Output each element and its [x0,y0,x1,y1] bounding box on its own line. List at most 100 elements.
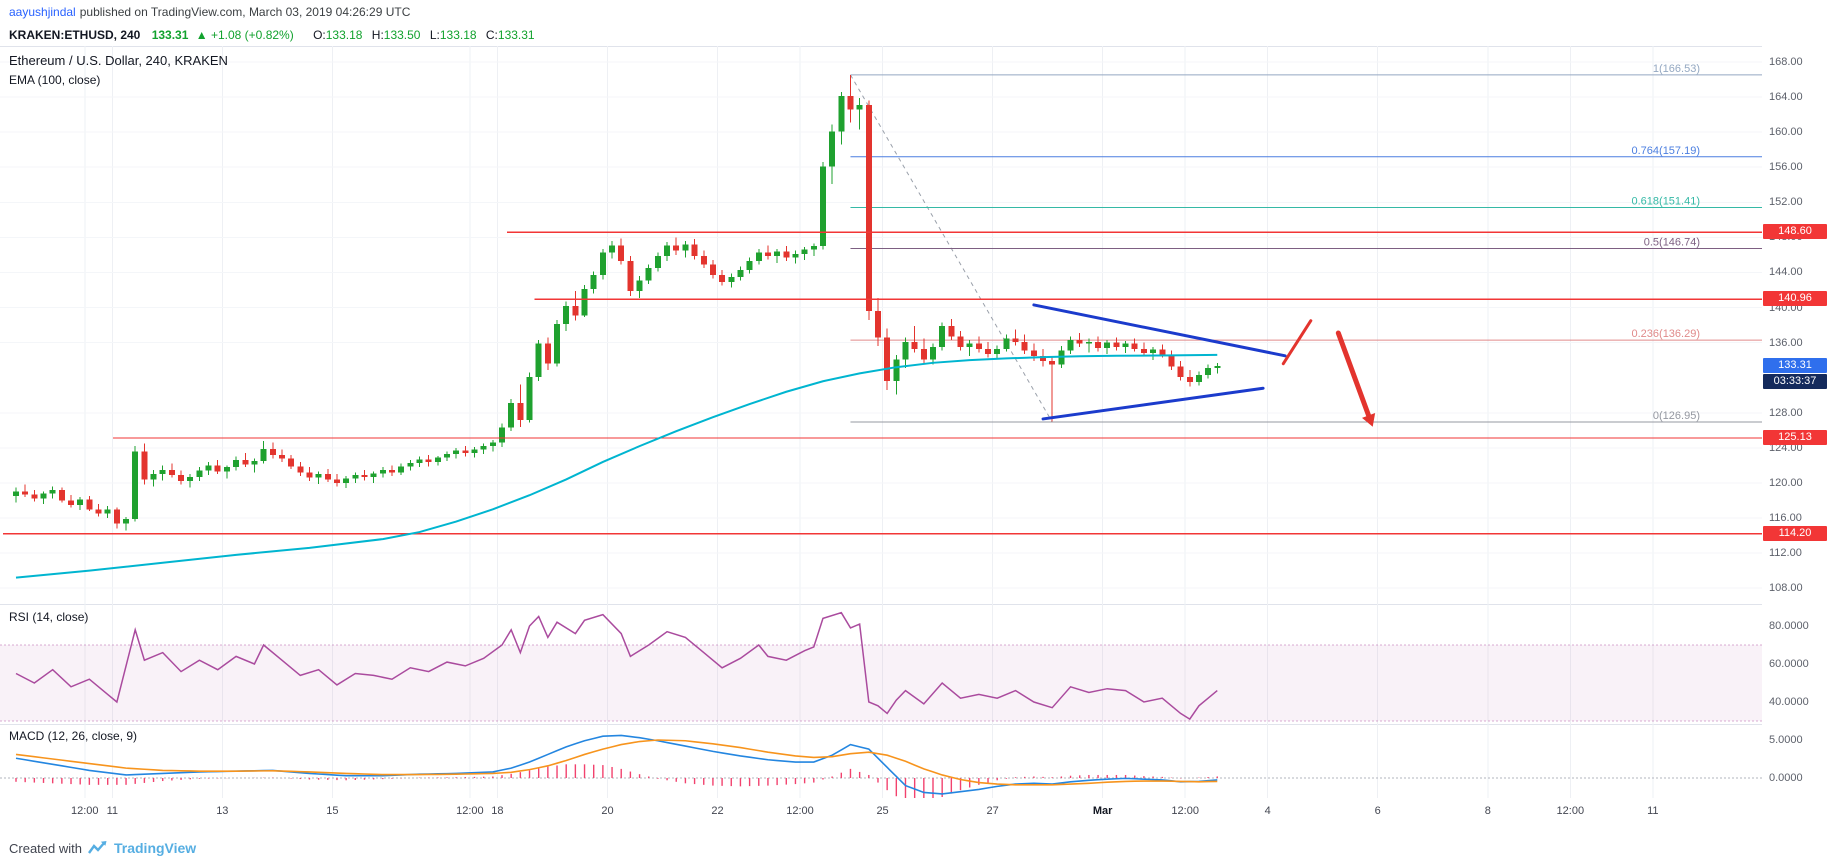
tradingview-link[interactable]: TradingView [113,840,197,856]
price-chart-canvas[interactable]: 1(166.53) 0.764(157.19) 0.618(151.41) 0.5(1… [0,46,1762,604]
candle-body [306,472,313,478]
candle-body [654,255,661,269]
candle-body [755,252,762,262]
macd-chart-canvas[interactable] [0,724,1762,798]
candle-body [1195,375,1202,383]
attribution-bar: aayushjindal published on TradingView.com… [0,0,1828,24]
candle-body [499,427,506,443]
candle-body [1003,338,1010,349]
time-axis-label: 12:00 [1171,805,1199,817]
time-axis-label: 25 [876,805,889,817]
up-arrow-icon: ▲ [195,28,208,42]
candle-body [233,460,240,468]
candle-body [297,466,304,473]
candle-body [68,500,75,505]
candle-body [957,336,964,348]
time-axis-label: 12:00 [71,805,99,817]
candle-body [563,305,570,325]
time-axis-label: 11 [1647,805,1659,817]
time-axis[interactable]: 12:00 11 13 15 12:00 18 20 22 12:00 25 27 Mar 12:00 4… [0,798,1762,828]
price-tick: 116.00 [1769,512,1802,525]
last-price-text: 133.31 [151,28,189,42]
price-tick: 160.00 [1769,126,1803,139]
price-tick: 136.00 [1769,336,1803,349]
macd-signal-line [15,739,1218,786]
candle-body [1012,338,1019,342]
candle-body [343,478,350,483]
candle-body [269,448,276,455]
candle-body [682,244,689,251]
rsi-chart-canvas[interactable] [0,604,1762,724]
time-axis-label: Mar [1092,805,1113,817]
candle-body [150,474,157,480]
fib-level-label: 0(126.95) [1653,410,1700,422]
candle-body [691,244,698,256]
candle-body [1131,343,1138,349]
candle-body [425,459,432,462]
tradingview-logo-icon[interactable] [88,840,108,856]
price-change-text: +1.08 (+0.82%) [210,28,294,42]
candle-body [838,96,845,132]
candle-body [535,343,542,377]
candle-body [480,446,487,450]
arrow-line [1281,319,1313,366]
macd-tick: 0.0000 [1769,772,1803,784]
candle-body [939,325,946,348]
candle-body [434,457,441,462]
candle-body [205,465,212,471]
footer: Created with TradingView [0,828,1828,868]
publish-info: published on TradingView.com, March 03, … [79,5,411,19]
candle-body [1095,341,1102,348]
candle-body [1150,349,1157,354]
candle-body [416,459,423,463]
price-tick: 108.00 [1769,582,1803,595]
ohlc-close-label: C: [485,28,498,42]
candle-body [581,289,588,316]
price-tick: 168.00 [1769,56,1803,68]
candle-body [774,251,781,256]
separator [0,46,1828,47]
candle-body [453,450,460,455]
author-link[interactable]: aayushjindal [9,5,76,19]
candle-body [123,518,130,524]
candle-body [746,261,753,270]
time-axis-label: 20 [601,805,614,817]
candle-body [1049,361,1056,365]
candle-body [1030,350,1037,356]
fib-level-label: 1(166.53) [1653,63,1700,75]
candle-body [627,261,634,291]
candle-body [1085,341,1092,344]
time-axis-label: 11 [106,805,118,817]
last-price-label: 133.31 [1763,358,1827,374]
candle-body [801,249,808,255]
candle-body [22,491,29,495]
candle-body [159,469,166,475]
ohlc-low-label: L: [429,28,440,42]
candle-body [920,348,927,360]
candle-body [884,337,891,382]
candle-body [737,269,744,277]
time-axis-label: 18 [491,805,504,817]
candle-body [132,451,139,519]
created-with-text: Created with [9,840,82,856]
candle-body [636,280,643,291]
price-level-label: 114.20 [1763,525,1827,541]
macd-tick: 5.0000 [1769,734,1803,746]
time-axis-label: 6 [1374,805,1381,817]
candle-body [664,245,671,256]
candle-body [1122,343,1129,348]
symbol-info-bar: KRAKEN:ETHUSD, 240 133.31 ▲ +1.08 (+0.82… [0,24,1828,46]
fib-level-label: 0.5(146.74) [1644,236,1700,248]
price-tick: 144.00 [1769,266,1803,279]
price-tick: 164.00 [1769,91,1803,104]
symbol-name: KRAKEN:ETHUSD, 240 [9,28,141,42]
candle-body [1168,354,1175,367]
candle-body [544,343,551,364]
candle-body [874,311,881,338]
price-axis[interactable]: 168.00164.00160.00156.00152.00148.00144.… [1762,46,1828,828]
time-axis-label: 12:00 [786,805,814,817]
candle-body [1186,376,1193,383]
candle-body [1113,342,1120,348]
separator [0,724,1828,725]
